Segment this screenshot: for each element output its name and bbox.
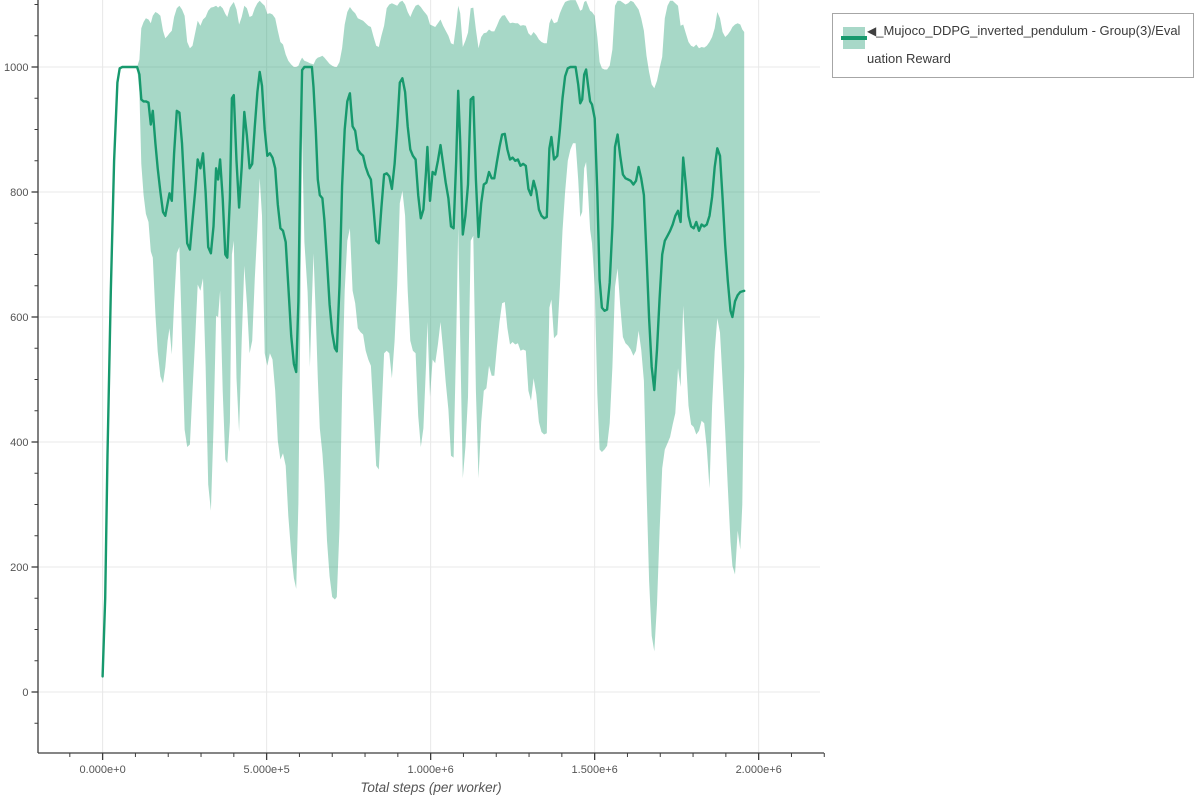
y-tick-label: 0 [22, 687, 28, 699]
confidence-band [102, 0, 745, 677]
x-tick-label: 0.000e+0 [80, 764, 126, 776]
axes: 0 200 400 600 800 1000 0.000e+0 5.000e+5 1.000e+… [4, 0, 825, 776]
x-tick-label: 1.000e+6 [408, 764, 454, 776]
x-tick-label: 2.000e+6 [736, 764, 782, 776]
line-swatch [841, 36, 867, 40]
y-tick-label: 400 [10, 437, 28, 449]
legend-label: ◀_Mujoco_DDPG_inverted_pendulum - Group(… [867, 17, 1187, 73]
collapse-triangle-icon[interactable]: ◀ [867, 24, 877, 38]
y-tick-label: 1000 [4, 62, 28, 74]
mean-line [101, 65, 746, 678]
y-tick-label: 800 [10, 187, 28, 199]
series-name: _Mujoco_DDPG_inverted_pendulum - Group(3… [867, 23, 1181, 66]
gridlines [38, 0, 820, 753]
x-tick-label: 5.000e+5 [244, 764, 290, 776]
x-tick-label: 1.500e+6 [572, 764, 618, 776]
legend-box: ◀_Mujoco_DDPG_inverted_pendulum - Group(… [832, 13, 1194, 78]
y-tick-label: 200 [10, 562, 28, 574]
y-tick-label: 600 [10, 312, 28, 324]
x-axis-title: Total steps (per worker) [360, 780, 501, 795]
series-swatch [841, 27, 867, 49]
